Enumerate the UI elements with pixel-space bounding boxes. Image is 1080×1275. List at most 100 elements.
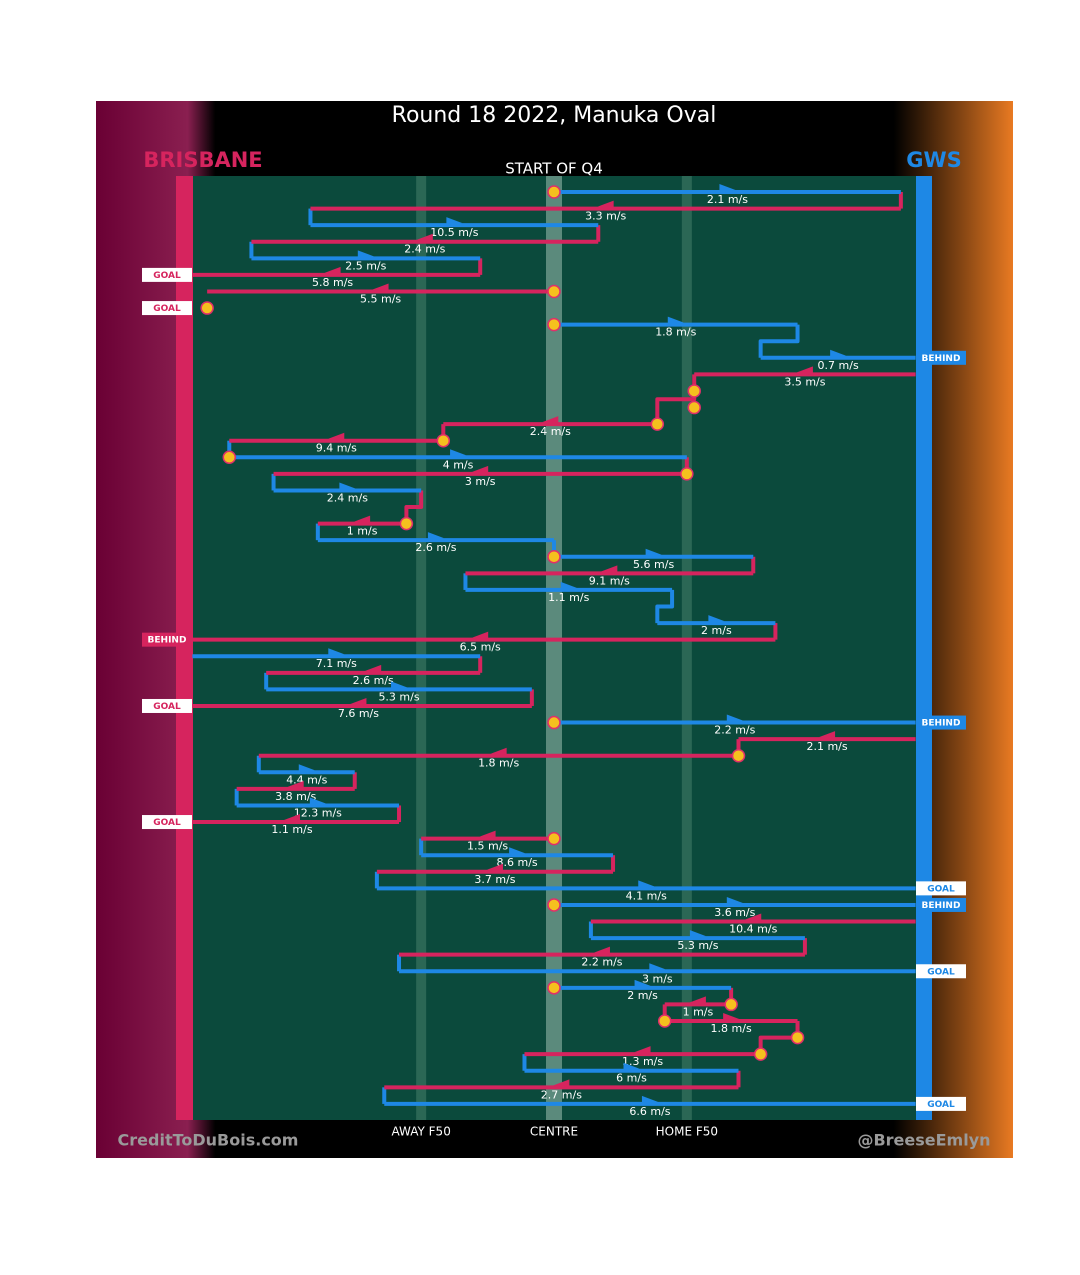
- speed-label: 4.1 m/s: [626, 889, 667, 902]
- quarter-label: START OF Q4: [505, 160, 603, 178]
- direction-arrow: [819, 731, 836, 741]
- direction-arrow: [416, 233, 433, 243]
- direction-arrow: [450, 449, 467, 459]
- outcome-label: GOAL: [927, 967, 955, 977]
- outcome-box: [142, 698, 192, 713]
- direction-arrow: [542, 416, 559, 426]
- speed-label: 2.4 m/s: [530, 425, 571, 438]
- speed-label: 2.6 m/s: [353, 674, 394, 687]
- direction-arrow: [689, 930, 706, 940]
- team-name: BRISBANE: [143, 148, 262, 172]
- outcome-label: GOAL: [153, 271, 181, 281]
- event-marker: [200, 301, 214, 315]
- direction-arrow: [427, 532, 444, 542]
- outcome-box: [916, 964, 966, 979]
- event-marker: [547, 898, 561, 912]
- event-marker: [399, 516, 414, 531]
- outcome-box: [916, 350, 966, 365]
- credit: CreditToDuBois.com: [118, 1131, 299, 1150]
- direction-arrow: [645, 548, 662, 558]
- event-marker: [547, 831, 561, 846]
- direction-arrow: [328, 648, 345, 658]
- outcome-label: GOAL: [927, 1100, 955, 1110]
- speed-label: 3 m/s: [642, 972, 673, 985]
- direction-arrow: [490, 747, 507, 757]
- speed-label: 7.1 m/s: [316, 657, 357, 670]
- outcome-box: [916, 897, 966, 912]
- speed-label: 2 m/s: [627, 989, 658, 1002]
- direction-arrow: [553, 1079, 570, 1089]
- speed-label: 4 m/s: [443, 458, 474, 471]
- direction-arrow: [287, 780, 304, 790]
- event-marker: [724, 997, 738, 1012]
- speed-label: 1.5 m/s: [467, 840, 508, 853]
- direction-arrow: [446, 217, 463, 227]
- speed-label: 2.4 m/s: [327, 491, 368, 504]
- outcome-box: [916, 1096, 966, 1111]
- direction-arrow: [745, 913, 762, 923]
- outcome-label: BEHIND: [922, 354, 961, 364]
- speed-label: 2.4 m/s: [404, 243, 445, 256]
- speed-label: 3 m/s: [465, 475, 496, 488]
- direction-arrow: [634, 979, 651, 989]
- direction-arrow: [472, 631, 489, 641]
- direction-arrow: [479, 830, 496, 840]
- outcome-label: BEHIND: [922, 719, 961, 729]
- speed-label: 1 m/s: [347, 525, 378, 538]
- zone-band: [416, 176, 427, 1120]
- outcome-label: GOAL: [153, 304, 181, 314]
- connector: [758, 324, 800, 358]
- speed-label: 3.3 m/s: [585, 210, 626, 223]
- event-marker: [547, 284, 561, 299]
- event-marker: [547, 550, 561, 564]
- speed-label: 2.2 m/s: [581, 956, 622, 969]
- direction-arrow: [689, 996, 706, 1006]
- speed-label: 8.6 m/s: [497, 856, 538, 869]
- outcome-box: [916, 715, 966, 730]
- direction-arrow: [357, 250, 374, 260]
- direction-arrow: [723, 1013, 740, 1022]
- event-marker: [731, 748, 746, 763]
- direction-arrow: [486, 863, 503, 873]
- connector: [655, 589, 675, 624]
- speed-label: 3.8 m/s: [275, 790, 316, 803]
- direction-arrow: [298, 764, 315, 774]
- speed-label: 5.5 m/s: [360, 292, 401, 305]
- brisbane-goal-line: [176, 176, 193, 1120]
- speed-label: 3.5 m/s: [784, 375, 825, 388]
- direction-arrow: [284, 814, 301, 824]
- speed-label: 2.6 m/s: [415, 541, 456, 554]
- direction-arrow: [649, 963, 666, 973]
- direction-arrow: [593, 946, 610, 956]
- direction-arrow: [601, 565, 618, 575]
- speed-label: 7.6 m/s: [338, 707, 379, 720]
- outcome-label: GOAL: [153, 818, 181, 828]
- speed-label: 1.8 m/s: [711, 1022, 752, 1035]
- direction-arrow: [354, 515, 371, 525]
- event-marker: [436, 433, 451, 448]
- event-marker: [547, 981, 561, 995]
- outcome-label: GOAL: [153, 702, 181, 712]
- outcome-label: GOAL: [927, 884, 955, 894]
- direction-arrow: [309, 797, 326, 807]
- outcome-box: [142, 267, 192, 282]
- outcome-label: BEHIND: [922, 901, 961, 911]
- direction-arrow: [560, 581, 577, 591]
- outcome-box: [142, 815, 192, 830]
- event-marker: [680, 467, 694, 481]
- direction-arrow: [391, 681, 408, 691]
- direction-arrow: [719, 184, 736, 193]
- event-marker: [650, 417, 665, 431]
- event-marker: [222, 450, 237, 465]
- speed-label: 2.1 m/s: [806, 740, 847, 753]
- speed-label: 2.5 m/s: [345, 259, 386, 272]
- direction-arrow: [324, 266, 341, 276]
- event-marker: [790, 1030, 805, 1045]
- speed-label: 5.6 m/s: [633, 558, 674, 571]
- direction-arrow: [830, 349, 847, 359]
- speed-label: 2 m/s: [701, 624, 732, 637]
- speed-label: 10.5 m/s: [430, 226, 478, 239]
- speed-label: 6.5 m/s: [460, 641, 501, 654]
- direction-arrow: [634, 1046, 651, 1056]
